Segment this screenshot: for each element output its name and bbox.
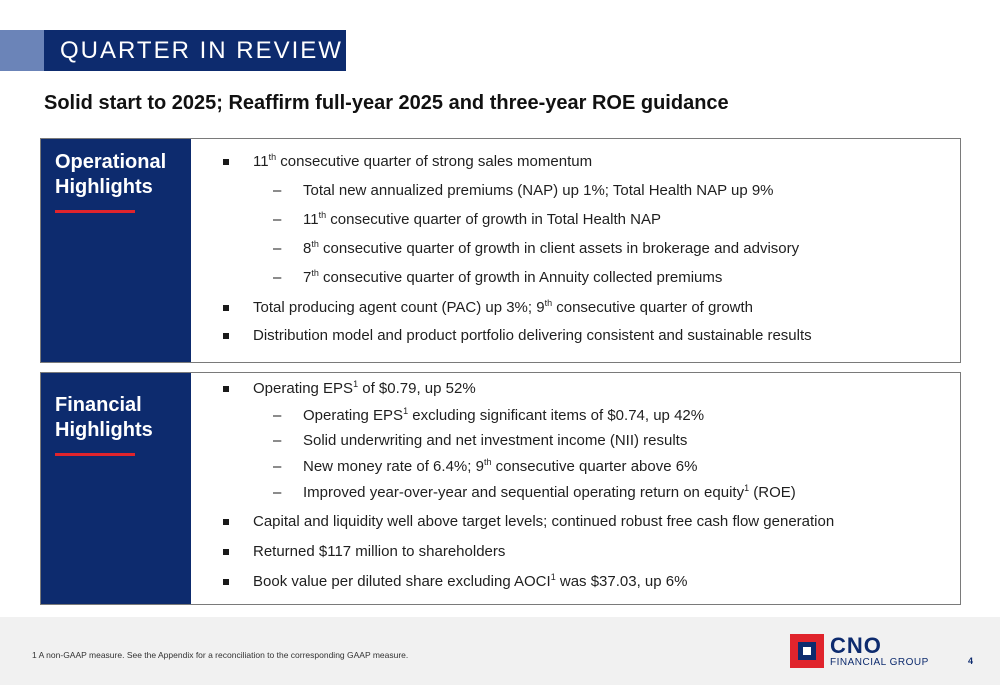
list-item: Capital and liquidity well above target … (223, 513, 834, 531)
financial-side-label: Financial Highlights (41, 373, 191, 604)
cno-logo-mark-icon (790, 634, 824, 668)
financial-title-line1: Financial (55, 394, 142, 416)
list-item: Operating EPS1 of $0.79, up 52% (223, 380, 476, 398)
list-item: – Operating EPS1 excluding significant i… (273, 406, 705, 425)
cno-logo: CNO FINANCIAL GROUP (790, 633, 940, 673)
dash-bullet-icon: – (273, 432, 282, 449)
list-item: – 11th consecutive quarter of growth in … (273, 210, 661, 229)
dash-bullet-icon: – (273, 211, 282, 228)
operational-title-line2: Highlights (55, 176, 153, 198)
list-item: – Improved year-over-year and sequential… (273, 483, 796, 502)
list-item: Total producing agent count (PAC) up 3%;… (223, 299, 753, 317)
header-accent-band (0, 30, 44, 71)
operational-side-label: Operational Highlights (41, 139, 191, 362)
footnote: 1 A non-GAAP measure. See the Appendix f… (32, 650, 409, 660)
list-item: 11th consecutive quarter of strong sales… (223, 153, 592, 171)
page-title: QUARTER IN REVIEW (44, 30, 346, 71)
square-bullet-icon (223, 519, 229, 525)
list-item: – Total new annualized premiums (NAP) up… (273, 182, 774, 199)
square-bullet-icon (223, 579, 229, 585)
list-item: – New money rate of 6.4%; 9th consecutiv… (273, 457, 698, 476)
operational-highlights-panel: Operational Highlights 11th consecutive … (40, 138, 961, 363)
dash-bullet-icon: – (273, 182, 282, 199)
list-item: – Solid underwriting and net investment … (273, 432, 688, 449)
slide-subtitle: Solid start to 2025; Reaffirm full-year … (44, 92, 729, 114)
list-item: Distribution model and product portfolio… (223, 327, 812, 345)
list-item: Returned $117 million to shareholders (223, 543, 505, 561)
list-item: – 7th consecutive quarter of growth in A… (273, 268, 723, 287)
list-item: – 8th consecutive quarter of growth in c… (273, 239, 800, 258)
list-item: Book value per diluted share excluding A… (223, 573, 687, 591)
logo-name: CNO (830, 633, 882, 658)
dash-bullet-icon: – (273, 458, 282, 475)
square-bullet-icon (223, 305, 229, 311)
dash-bullet-icon: – (273, 484, 282, 501)
financial-title-line2: Highlights (55, 419, 153, 441)
operational-title-line1: Operational (55, 151, 167, 173)
financial-highlights-panel: Financial Highlights Operating EPS1 of $… (40, 372, 961, 605)
financial-red-rule (55, 453, 135, 456)
page-number: 4 (968, 656, 974, 666)
square-bullet-icon (223, 159, 229, 165)
footer: 1 A non-GAAP measure. See the Appendix f… (0, 617, 1000, 685)
square-bullet-icon (223, 386, 229, 392)
square-bullet-icon (223, 549, 229, 555)
dash-bullet-icon: – (273, 240, 282, 257)
square-bullet-icon (223, 333, 229, 339)
dash-bullet-icon: – (273, 269, 282, 286)
operational-red-rule (55, 210, 135, 213)
dash-bullet-icon: – (273, 407, 282, 424)
logo-subtitle: FINANCIAL GROUP (830, 657, 929, 668)
